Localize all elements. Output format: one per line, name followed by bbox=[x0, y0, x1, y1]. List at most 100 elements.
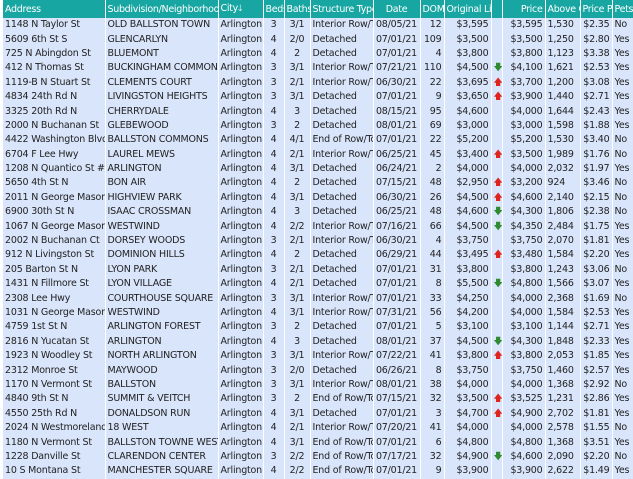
cell-original-list: $3,500 bbox=[444, 392, 491, 406]
cell-above-grade: 1,530 bbox=[545, 18, 580, 32]
cell-baths: 3/1 bbox=[284, 349, 310, 363]
cell-city: Arlington bbox=[218, 349, 263, 363]
cell-city: Arlington bbox=[218, 76, 263, 90]
column-header-address[interactable]: Address bbox=[3, 0, 105, 18]
cell-address: 1170 N Vermont St bbox=[3, 378, 105, 392]
column-header-beds[interactable]: Beds bbox=[263, 0, 284, 18]
cell-price-per-sqft: $1.85 bbox=[580, 349, 612, 363]
cell-above-grade: 1,368 bbox=[545, 435, 580, 449]
cell-subdivision: DONALDSON RUN bbox=[105, 407, 218, 421]
cell-price: $4,800 bbox=[502, 277, 545, 291]
cell-price: $4,000 bbox=[502, 378, 545, 392]
cell-price: $4,000 bbox=[502, 306, 545, 320]
cell-baths: 2/2 bbox=[284, 450, 310, 464]
cell-subdivision: CHERRYDALE bbox=[105, 104, 218, 118]
cell-pets: No bbox=[612, 291, 633, 305]
cell-price-per-sqft: $3.08 bbox=[580, 76, 612, 90]
column-header-price[interactable]: Price bbox=[502, 0, 545, 18]
column-header-city[interactable]: City🡓 bbox=[218, 0, 263, 18]
column-header-price-per-sqft[interactable]: Price Pe bbox=[580, 0, 612, 18]
cell-date: 07/01/21 bbox=[373, 435, 420, 449]
cell-subdivision: SUMMIT & VEITCH bbox=[105, 392, 218, 406]
cell-baths: 4/1 bbox=[284, 133, 310, 147]
cell-address: 4759 1st St N bbox=[3, 320, 105, 334]
cell-original-list: $4,500 bbox=[444, 61, 491, 75]
table-row[interactable]: 2024 N Westmoreland St18 WESTArlington42… bbox=[3, 421, 633, 435]
cell-price-change bbox=[491, 104, 502, 118]
cell-city: Arlington bbox=[218, 291, 263, 305]
cell-above-grade: 2,578 bbox=[545, 421, 580, 435]
cell-date: 07/01/21 bbox=[373, 32, 420, 46]
column-header-price-change[interactable] bbox=[491, 0, 502, 18]
cell-beds: 4 bbox=[263, 435, 284, 449]
cell-dom: 4 bbox=[420, 234, 444, 248]
cell-subdivision: COURTHOUSE SQUARE bbox=[105, 291, 218, 305]
table-row[interactable]: 1067 N George Mason DrWESTWINDArlington4… bbox=[3, 219, 633, 233]
cell-subdivision: CLARENDON CENTER bbox=[105, 450, 218, 464]
cell-price-per-sqft: $1.97 bbox=[580, 162, 612, 176]
cell-city: Arlington bbox=[218, 18, 263, 32]
cell-price-change bbox=[491, 291, 502, 305]
column-header-subdivision[interactable]: Subdivision/Neighborhood bbox=[105, 0, 218, 18]
column-header-pets[interactable]: Pets bbox=[612, 0, 633, 18]
cell-beds: 3 bbox=[263, 119, 284, 133]
cell-pets: Yes bbox=[612, 119, 633, 133]
cell-above-grade: 924 bbox=[545, 176, 580, 190]
column-header-structure-type[interactable]: Structure Type bbox=[310, 0, 373, 18]
cell-structure-type: Interior Row/Town bbox=[310, 148, 373, 162]
column-header-above-grade[interactable]: Above G bbox=[545, 0, 580, 18]
column-header-dom[interactable]: DOM bbox=[420, 0, 444, 18]
cell-pets: No bbox=[612, 205, 633, 219]
cell-structure-type: Detached bbox=[310, 205, 373, 219]
table-row[interactable]: 2011 N George Mason DrHIGHVIEW PARKArlin… bbox=[3, 191, 633, 205]
cell-original-list: $3,695 bbox=[444, 76, 491, 90]
cell-price-per-sqft: $3.07 bbox=[580, 277, 612, 291]
cell-address: 725 N Abingdon St bbox=[3, 47, 105, 61]
column-header-baths[interactable]: Baths bbox=[284, 0, 310, 18]
cell-original-list: $4,200 bbox=[444, 306, 491, 320]
column-header-date[interactable]: Date bbox=[373, 0, 420, 18]
column-header-label: Baths bbox=[287, 4, 311, 15]
cell-date: 07/15/21 bbox=[373, 176, 420, 190]
cell-above-grade: 1,440 bbox=[545, 90, 580, 104]
cell-price-change: 🡅 bbox=[491, 76, 502, 90]
cell-pets: Yes bbox=[612, 219, 633, 233]
cell-beds: 3 bbox=[263, 76, 284, 90]
cell-beds: 4 bbox=[263, 205, 284, 219]
cell-address: 412 N Thomas St bbox=[3, 61, 105, 75]
column-header-label: DOM bbox=[423, 4, 445, 15]
cell-pets: Yes bbox=[612, 162, 633, 176]
column-header-original-list[interactable]: Original List bbox=[444, 0, 491, 18]
cell-pets: Yes bbox=[612, 90, 633, 104]
cell-city: Arlington bbox=[218, 435, 263, 449]
table-row[interactable]: 1031 N George Mason DrWESTWINDArlington4… bbox=[3, 306, 633, 320]
